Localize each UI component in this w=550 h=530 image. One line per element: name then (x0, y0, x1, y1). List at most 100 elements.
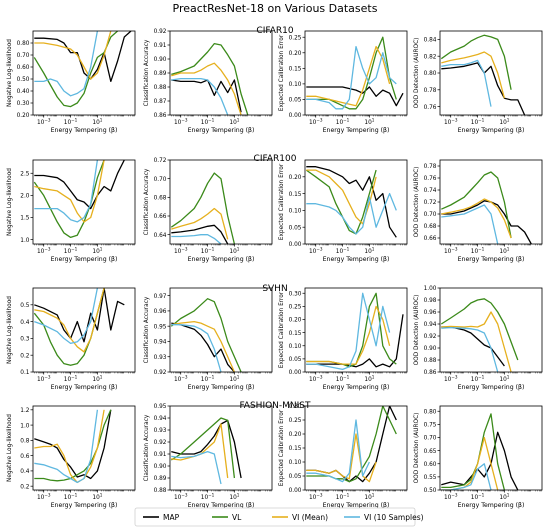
y-tick-label: 0.75 (424, 423, 437, 429)
y-axis-label: Negative Log-likelihood (7, 414, 13, 482)
y-tick-label: 0.10 (289, 344, 302, 350)
y-tick-label: 0.76 (424, 105, 437, 111)
y-tick-label: 0.2 (20, 484, 30, 490)
x-axis-label: Energy Tempering (β) (323, 256, 390, 263)
y-tick-label: 0.50 (424, 488, 437, 494)
y-tick-label: 0.15 (289, 331, 302, 337)
x-tick-label: 10−1 (64, 493, 78, 502)
y-tick-label: 0.80 (17, 41, 30, 47)
series-line-vi-10-samples- (171, 324, 222, 372)
y-tick-label: 0.92 (424, 334, 437, 340)
y-tick-label: 0.00 (289, 242, 302, 248)
panel: 0.86 0.87 0.88 0.89 0.90 0.91 0.92 10−3 10−1 101E… (144, 29, 273, 134)
y-tick-label: 1.2 (20, 408, 30, 414)
series-line-vi-10-samples- (441, 326, 499, 372)
y-tick-label: 0.90 (154, 57, 167, 63)
y-tick-label: 0.4 (20, 320, 30, 326)
y-axis-label: Expected Calibration Error (279, 34, 285, 111)
plot-frame (439, 287, 543, 373)
series-line-vi-mean- (306, 45, 391, 107)
series-line-vi-10-samples- (171, 234, 222, 244)
plot-frame (439, 405, 543, 491)
x-tick-label: 10−3 (174, 247, 188, 256)
y-axis-label: Classification Accuracy (144, 414, 150, 481)
y-tick-label: 0.20 (17, 113, 30, 119)
y-tick-label: 0.97 (154, 294, 167, 300)
plot-frame (304, 159, 408, 245)
y-axis-label: OOD Detection (AUROC) (414, 413, 420, 484)
x-axis-label: Energy Tempering (β) (188, 384, 255, 391)
row-title: SVHN (262, 284, 287, 294)
series-group (33, 288, 125, 366)
x-tick-label: 10−1 (336, 118, 350, 127)
y-tick-label: 0.72 (154, 158, 167, 164)
series-line-vl (171, 42, 249, 115)
series-line-vl (170, 172, 236, 244)
series-line-vi-mean- (34, 31, 112, 80)
plot-frame (169, 159, 273, 245)
y-tick-label: 0.87 (154, 99, 167, 105)
series-line-vl (306, 36, 397, 110)
y-tick-label: 0.05 (289, 357, 302, 363)
series-line-map (306, 166, 397, 238)
y-tick-label: 0.70 (154, 177, 167, 183)
y-tick-label: 0.6 (20, 454, 30, 460)
x-tick-label: 101 (499, 493, 509, 502)
series-line-vl (441, 171, 512, 239)
series-line-vi-10-samples- (34, 288, 99, 345)
y-tick-label: 2.5 (20, 171, 30, 177)
y-tick-label: 0.10 (289, 82, 302, 88)
legend: MAP VL VI (Mean) VI (10 Samples) (134, 507, 424, 527)
y-tick-label: 0.70 (17, 53, 30, 59)
x-tick-label: 10−3 (37, 118, 51, 127)
series-line-vi-mean- (171, 62, 242, 115)
y-tick-label: 0.94 (154, 340, 167, 346)
series-line-vl (306, 292, 397, 368)
series-group (306, 406, 397, 483)
series-group (440, 34, 526, 115)
x-tick-label: 10−1 (64, 247, 78, 256)
row-cifar10: CIFAR10 0.20 0.30 0.40 0.50 0.60 0.70 0.80 10−3 1… (7, 26, 543, 134)
series-line-map (34, 160, 125, 210)
y-axis-label: Expected Calibration Error (279, 291, 285, 368)
y-tick-label: 0.74 (424, 188, 437, 194)
y-tick-label: 0.95 (154, 324, 167, 330)
x-tick-label: 10−1 (336, 247, 350, 256)
y-tick-label: 0.86 (154, 113, 167, 119)
y-tick-label: 0.89 (154, 71, 167, 77)
series-line-vl (33, 160, 105, 239)
series-line-vi-10-samples- (171, 450, 222, 485)
y-tick-label: 0.91 (154, 452, 167, 458)
x-tick-label: 10−3 (174, 493, 188, 502)
row-fashion-mnist: FASHION-MNIST 0.2 0.4 0.6 0.8 1.0 1.2 10−3 10−1 1… (7, 401, 543, 509)
row-title: CIFAR100 (254, 154, 297, 164)
panel: 0.86 0.88 0.90 0.92 0.94 0.96 0.98 1.00 10−3 10−1… (414, 286, 543, 391)
x-tick-label: 10−1 (471, 118, 485, 127)
legend-item: VL (212, 513, 242, 522)
x-tick-label: 10−1 (471, 375, 485, 384)
x-axis-label: Energy Tempering (β) (323, 127, 390, 134)
y-tick-label: 0.78 (424, 88, 437, 94)
y-tick-label: 0.88 (154, 85, 167, 91)
x-tick-label: 101 (499, 247, 509, 256)
y-tick-label: 0.60 (424, 462, 437, 468)
plot-frame (32, 30, 136, 116)
series-group (171, 42, 249, 115)
series-group (170, 417, 242, 485)
series-line-vi-mean- (171, 423, 229, 479)
y-tick-label: 0.93 (154, 428, 167, 434)
x-axis-label: Energy Tempering (β) (458, 256, 525, 263)
y-tick-label: 0.92 (154, 440, 167, 446)
x-tick-label: 101 (364, 118, 374, 127)
x-tick-label: 10−3 (309, 118, 323, 127)
y-tick-label: 0.8 (20, 439, 30, 445)
legend-item: VI (10 Samples) (344, 513, 424, 522)
y-tick-label: 0.20 (289, 51, 302, 57)
y-tick-label: 0.95 (154, 404, 167, 410)
y-axis-label: Expected Calibration Error (279, 163, 285, 240)
y-tick-label: 0.5 (20, 303, 30, 309)
series-line-vi-mean- (441, 311, 512, 372)
